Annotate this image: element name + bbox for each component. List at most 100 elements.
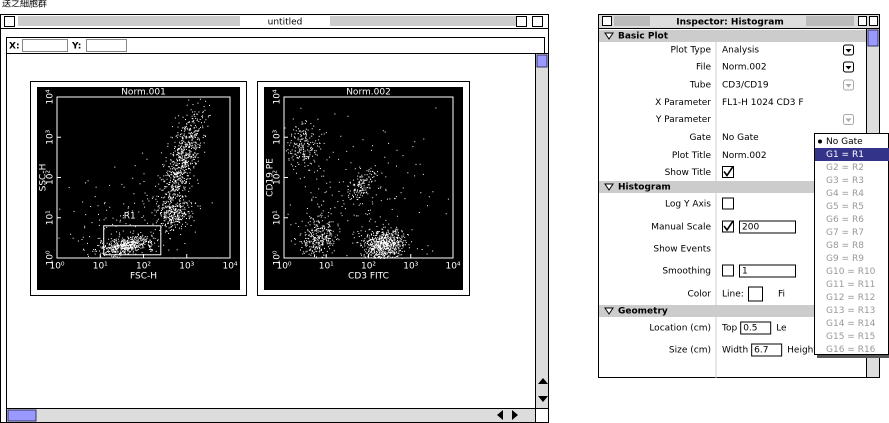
scroll-thumb[interactable] [536,54,548,68]
x-tick-label: 10¹ [319,262,334,272]
y-tick-label: 10¹ [46,210,56,225]
menu-item[interactable]: G1 = R1 [826,150,864,160]
field-label: Height [787,346,817,356]
field-value: 200 [742,223,759,233]
checkbox[interactable] [722,197,734,210]
text-field[interactable] [739,220,796,234]
menu-item[interactable]: G12 = R12 [826,293,875,303]
x-tick-label: 10² [361,262,376,272]
y-field [86,39,127,52]
window-title: untitled [268,18,303,28]
gate-region [103,225,162,256]
text-field[interactable] [739,264,796,278]
x-field [22,39,68,52]
popup-arrow [845,66,852,70]
zoom-box[interactable] [516,16,527,27]
x-tick-label: 10¹ [93,262,108,272]
row-label: Gate [689,133,711,143]
row-value: Norm.002 [722,63,767,73]
close-box[interactable] [602,16,612,26]
text-field[interactable] [740,321,772,335]
horizontal-scrollbar[interactable] [6,408,536,423]
field-value: 6.7 [754,346,768,356]
y-tick-label: 10³ [273,129,283,144]
menu-item[interactable]: G7 = R7 [826,228,864,238]
h-scroll-thumb[interactable] [7,409,37,422]
event-dots [58,98,213,259]
plot-area [37,87,240,290]
scroll-down-arrow[interactable] [538,396,548,402]
y-tick-label: 10² [273,170,283,185]
scroll-left-arrow[interactable] [497,410,503,420]
vertical-scrollbar[interactable] [535,53,549,409]
row-label: Color [688,290,712,300]
menu-item[interactable]: G14 = R14 [826,319,876,329]
menu-item[interactable]: G5 = R5 [826,202,864,212]
y-tick-label: 10⁰ [46,250,56,265]
zoom-box[interactable] [858,16,867,26]
menu-item[interactable]: G11 = R11 [826,280,875,290]
menu-item[interactable]: G9 = R9 [826,254,864,264]
y-axis-label: CD19 PE [266,158,276,197]
row-label: Tube [689,81,712,91]
x-tick-label: 10⁰ [276,262,291,272]
menu-item[interactable]: G2 = R2 [826,163,864,173]
y-tick-label: 10⁰ [273,250,283,265]
text-field[interactable] [751,343,783,357]
x-tick-label: 10³ [179,262,194,272]
inspector-title: Inspector: Histogram [676,18,783,28]
menu-item[interactable]: G3 = R3 [826,176,864,186]
checkbox[interactable] [722,166,734,178]
field-label: Le [776,324,787,334]
menu-item[interactable]: G13 = R13 [826,306,875,316]
scroll-right-arrow[interactable] [512,410,518,420]
x-axis-label: CD3 FITC [348,272,389,282]
row-label: Manual Scale [651,223,711,233]
menu-item[interactable]: No Gate [826,137,863,147]
row-label: File [696,63,712,73]
field-label: Top [721,324,737,334]
menu-item[interactable]: G16 = R16 [826,345,876,355]
row-value: No Gate [722,133,759,143]
disclosure-triangle[interactable] [604,183,614,191]
popup-arrow [845,84,852,88]
section-header [599,181,866,193]
collapse-box[interactable] [532,16,543,27]
checkbox[interactable] [722,220,734,233]
section-title: Basic Plot [618,32,669,42]
y-tick-label: 10⁴ [46,89,56,104]
x-axis-label: FSC-H [130,272,157,282]
scroll-up-arrow[interactable] [538,378,548,384]
row-label: Plot Title [672,151,712,161]
y-tick-label: 10⁴ [273,89,283,104]
gate-label: R1 [124,211,136,221]
row-label: Y Parameter [655,115,711,125]
row-label: Show Title [665,168,712,178]
menu-item[interactable]: G10 = R10 [826,267,876,277]
menu-item[interactable]: G15 = R15 [826,332,875,342]
collapse-box[interactable] [869,16,878,26]
row-value: Norm.002 [722,151,767,161]
disclosure-triangle[interactable] [604,32,614,40]
row-label: Plot Type [671,46,712,56]
row-value: Fi [778,290,785,300]
row-value: CD3/CD19 [722,81,769,91]
field-value: 0.5 [743,324,757,334]
disclosure-triangle[interactable] [604,307,614,315]
color-swatch[interactable] [748,286,763,302]
check-mark [723,220,734,232]
menu-item[interactable]: G6 = R6 [826,215,864,225]
row-label: X Parameter [655,98,711,108]
checkbox[interactable] [722,264,734,277]
y-tick-label: 10¹ [273,210,283,225]
menu-item[interactable]: G8 = R8 [826,241,864,251]
row-label: Location (cm) [649,324,711,334]
section-title: Histogram [618,183,671,193]
close-box[interactable] [4,16,15,27]
y-tick-label: 10³ [46,129,56,144]
popup-arrow [845,118,852,122]
inspector-scroll-thumb[interactable] [867,29,879,47]
x-tick-label: 10⁰ [49,262,64,272]
menu-item[interactable]: G4 = R4 [826,189,864,199]
